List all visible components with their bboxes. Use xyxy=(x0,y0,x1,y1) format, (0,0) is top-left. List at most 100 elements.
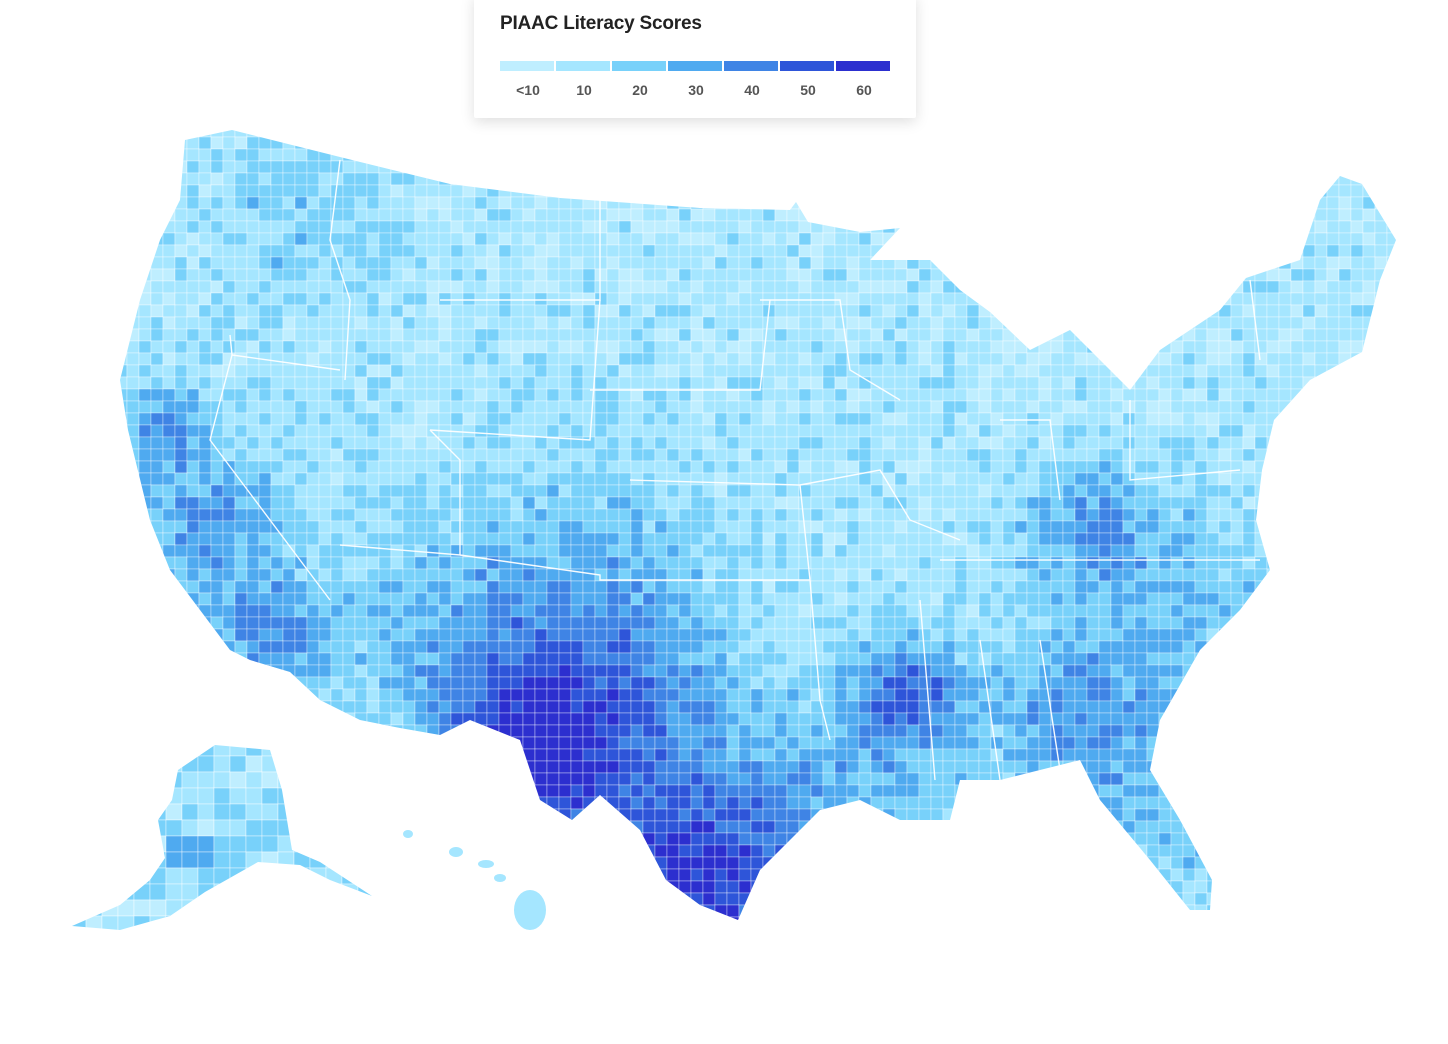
county-cell xyxy=(246,364,260,378)
county-cell xyxy=(534,532,548,546)
county-cell xyxy=(810,556,824,570)
county-cell xyxy=(942,460,956,474)
county-cell xyxy=(174,412,188,426)
county-cell xyxy=(138,604,152,618)
county-cell xyxy=(1050,640,1064,654)
county-cell xyxy=(582,364,596,378)
county-cell xyxy=(750,412,764,426)
county-cell xyxy=(870,340,884,354)
county-cell xyxy=(318,184,332,198)
county-cell xyxy=(774,184,788,198)
county-cell xyxy=(954,130,968,138)
county-cell xyxy=(282,292,296,306)
county-cell xyxy=(234,130,248,138)
county-cell xyxy=(186,184,200,198)
county-cell xyxy=(510,172,524,186)
county-cell xyxy=(1074,580,1088,594)
county-cell xyxy=(534,352,548,366)
county-cell xyxy=(606,580,620,594)
county-cell xyxy=(942,244,956,258)
county-cell xyxy=(810,328,824,342)
county-cell xyxy=(198,376,212,390)
county-cell xyxy=(846,130,860,138)
county-cell xyxy=(1014,388,1028,402)
county-cell xyxy=(990,424,1004,438)
county-cell xyxy=(546,172,560,186)
county-cell xyxy=(162,220,176,234)
county-cell xyxy=(1074,568,1088,582)
county-cell xyxy=(318,604,332,618)
county-cell xyxy=(1314,472,1328,486)
county-cell xyxy=(1074,424,1088,438)
county-cell xyxy=(810,232,824,246)
county-cell xyxy=(1254,628,1268,642)
county-cell xyxy=(822,520,836,534)
county-cell xyxy=(138,664,152,678)
county-cell xyxy=(966,592,980,606)
county-cell xyxy=(666,460,680,474)
county-cell xyxy=(1254,208,1268,222)
county-cell xyxy=(198,184,212,198)
county-cell xyxy=(1230,640,1244,654)
county-cell xyxy=(270,220,284,234)
county-cell xyxy=(1110,472,1124,486)
county-cell xyxy=(606,364,620,378)
county-cell xyxy=(882,616,896,630)
county-cell xyxy=(162,604,176,618)
county-cell xyxy=(186,556,200,570)
county-cell xyxy=(990,364,1004,378)
county-cell xyxy=(1014,160,1028,174)
county-cell xyxy=(798,292,812,306)
county-cell xyxy=(690,556,704,570)
county-cell xyxy=(918,580,932,594)
county-cell xyxy=(834,592,848,606)
county-cell xyxy=(654,208,668,222)
county-cell xyxy=(618,616,632,630)
county-cell xyxy=(762,544,776,558)
county-cell xyxy=(402,604,416,618)
county-cell xyxy=(294,130,308,138)
county-cell xyxy=(1302,196,1316,210)
county-cell xyxy=(1158,244,1172,258)
county-cell xyxy=(1278,472,1292,486)
county-cell xyxy=(582,244,596,258)
county-cell xyxy=(1386,292,1396,306)
county-cell xyxy=(1134,352,1148,366)
county-cell xyxy=(378,256,392,270)
county-cell xyxy=(1074,532,1088,546)
county-cell xyxy=(1062,628,1076,642)
county-cell xyxy=(306,592,320,606)
county-cell xyxy=(726,352,740,366)
county-cell xyxy=(774,436,788,450)
county-cell xyxy=(810,130,824,138)
county-cell xyxy=(438,604,452,618)
county-cell xyxy=(1326,556,1340,570)
county-cell xyxy=(678,184,692,198)
county-cell xyxy=(1026,256,1040,270)
county-cell xyxy=(1386,316,1396,330)
county-cell xyxy=(942,556,956,570)
county-cell xyxy=(1278,130,1292,138)
county-cell xyxy=(678,196,692,210)
county-cell xyxy=(1122,376,1136,390)
county-cell xyxy=(366,364,380,378)
county-cell xyxy=(198,160,212,174)
county-cell xyxy=(1290,532,1304,546)
county-cell xyxy=(894,160,908,174)
county-cell xyxy=(1374,316,1388,330)
county-cell xyxy=(306,604,320,618)
county-cell xyxy=(702,130,716,138)
county-cell xyxy=(990,484,1004,498)
county-cell xyxy=(1074,130,1088,138)
county-cell xyxy=(1170,232,1184,246)
county-cell xyxy=(438,130,452,138)
county-cell xyxy=(1218,304,1232,318)
county-cell xyxy=(642,604,656,618)
county-cell xyxy=(1002,460,1016,474)
county-cell xyxy=(1386,364,1396,378)
county-cell xyxy=(402,592,416,606)
county-cell xyxy=(558,196,572,210)
county-cell xyxy=(678,148,692,162)
county-cell xyxy=(642,532,656,546)
county-cell xyxy=(738,364,752,378)
